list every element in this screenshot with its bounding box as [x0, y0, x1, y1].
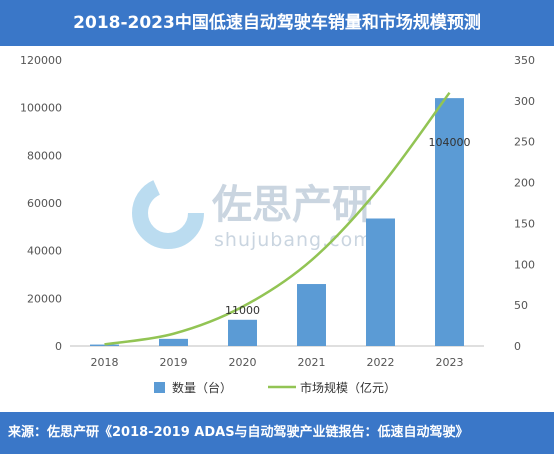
chart-title: 2018-2023中国低速自动驾驶车销量和市场规模预测 [0, 0, 554, 46]
y-left-tick-label: 20000 [27, 292, 62, 305]
bar [159, 338, 188, 346]
bar [297, 284, 326, 346]
chart-axes: 0 20000 40000 60000 80000 100000 120000 0 50 100 1… [20, 54, 535, 369]
y-right-tick-label: 350 [514, 54, 535, 67]
data-label: 104000 [429, 136, 471, 149]
bar-series [90, 98, 464, 346]
x-tick-label: 2022 [367, 356, 395, 369]
y-right-tick-label: 200 [514, 177, 535, 190]
x-tick-label: 2018 [91, 356, 119, 369]
y-left-tick-label: 40000 [27, 245, 62, 258]
y-left-tick-label: 80000 [27, 149, 62, 162]
legend-bar-swatch [154, 382, 165, 393]
watermark: 佐思产研 shujubang.com [132, 177, 373, 251]
y-right-tick-label: 0 [514, 340, 521, 353]
data-labels: 11000 104000 [225, 136, 471, 317]
legend: 数量（台） 市场规模（亿元） [154, 380, 396, 395]
watermark-text: 佐思产研 [211, 182, 372, 228]
bar [90, 344, 119, 346]
legend-bar-label: 数量（台） [172, 380, 232, 395]
legend-line-label: 市场规模（亿元） [300, 380, 396, 395]
y-right-tick-label: 50 [514, 299, 528, 312]
watermark-logo-icon [132, 177, 204, 249]
x-tick-label: 2023 [436, 356, 464, 369]
y-left-tick-label: 120000 [20, 54, 62, 67]
line-series-path [104, 91, 451, 346]
y-right-tick-label: 300 [514, 95, 535, 108]
y-right-tick-label: 100 [514, 258, 535, 271]
x-tick-label: 2019 [160, 356, 188, 369]
y-right-tick-label: 150 [514, 217, 535, 230]
source-footer: 来源：佐思产研《2018-2019 ADAS与自动驾驶产业链报告：低速自动驾驶》 [0, 412, 554, 454]
watermark-url: shujubang.com [214, 229, 373, 251]
y-left-tick-label: 60000 [27, 197, 62, 210]
bar [366, 218, 395, 346]
bar [435, 98, 464, 346]
y-left-tick-label: 100000 [20, 102, 62, 115]
data-label: 11000 [225, 304, 260, 317]
x-tick-label: 2021 [298, 356, 326, 369]
y-right-tick-label: 250 [514, 136, 535, 149]
line-series [104, 91, 451, 346]
chart-canvas: 佐思产研 shujubang.com 0 20000 40000 60000 80000… [20, 54, 535, 395]
bar [228, 319, 257, 346]
x-tick-label: 2020 [229, 356, 257, 369]
y-left-tick-label: 0 [55, 340, 62, 353]
